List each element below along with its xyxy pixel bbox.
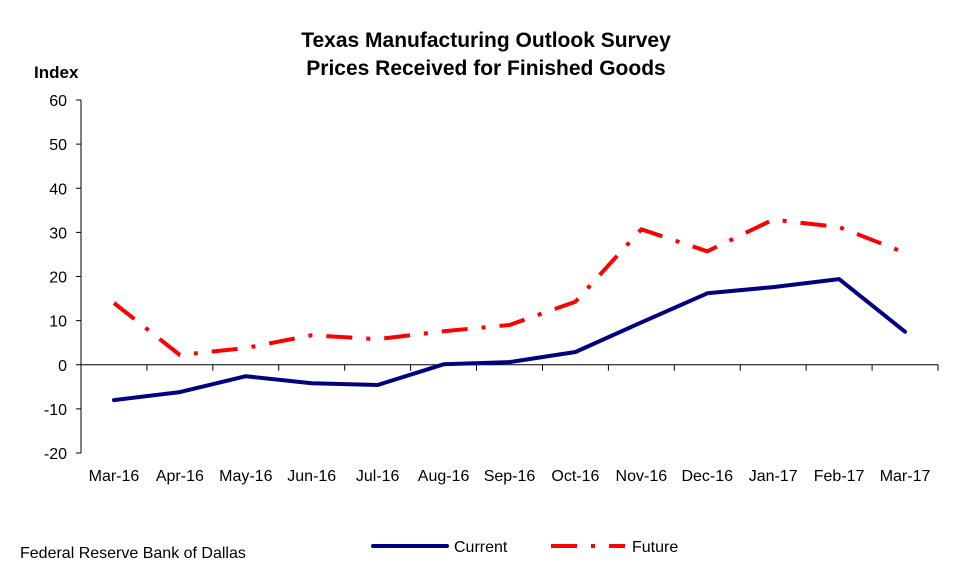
x-tick-label: Nov-16 (616, 468, 668, 485)
legend-future-label: Future (632, 539, 678, 556)
y-tick-labels: -20 -10 0 10 20 30 40 50 60 (44, 93, 67, 463)
y-tick-label: 60 (49, 93, 67, 110)
x-tick-label: Sep-16 (484, 468, 536, 485)
series-line-current (112, 277, 907, 403)
x-tick-label: Oct-16 (551, 468, 599, 485)
y-tick-label: 20 (49, 270, 67, 287)
x-tick-label: May-16 (219, 468, 272, 485)
series-lines (112, 217, 907, 403)
y-tick-label: 30 (49, 225, 67, 242)
x-tick-label: Feb-17 (814, 468, 865, 485)
y-tick-label: 0 (58, 358, 67, 375)
x-tick-label: Mar-16 (89, 468, 140, 485)
x-tick-label: Dec-16 (681, 468, 733, 485)
y-tick-label: 10 (49, 314, 67, 331)
x-tick-label: Apr-16 (156, 468, 204, 485)
y-tick-label: -10 (44, 402, 67, 419)
x-tick-label: Jul-16 (356, 468, 400, 485)
x-tick-label: Mar-17 (880, 468, 931, 485)
legend-current-label: Current (454, 539, 508, 556)
y-tick-label: 40 (49, 181, 67, 198)
axes (76, 99, 939, 454)
y-tick-label: 50 (49, 137, 67, 154)
chart-title: Texas Manufacturing Outlook Survey (301, 29, 671, 52)
chart-subtitle: Prices Received for Finished Goods (306, 57, 665, 80)
y-tick-label: -20 (44, 446, 67, 463)
y-axis-label: Index (34, 63, 79, 82)
x-tick-label: Jun-16 (287, 468, 336, 485)
source-note: Federal Reserve Bank of Dallas (20, 545, 246, 562)
x-tick-labels: Mar-16 Apr-16 May-16 Jun-16 Jul-16 Aug-16 Sep-… (89, 468, 931, 485)
x-tick-label: Jan-17 (749, 468, 798, 485)
legend: Current Future (371, 539, 678, 556)
x-tick-label: Aug-16 (418, 468, 470, 485)
